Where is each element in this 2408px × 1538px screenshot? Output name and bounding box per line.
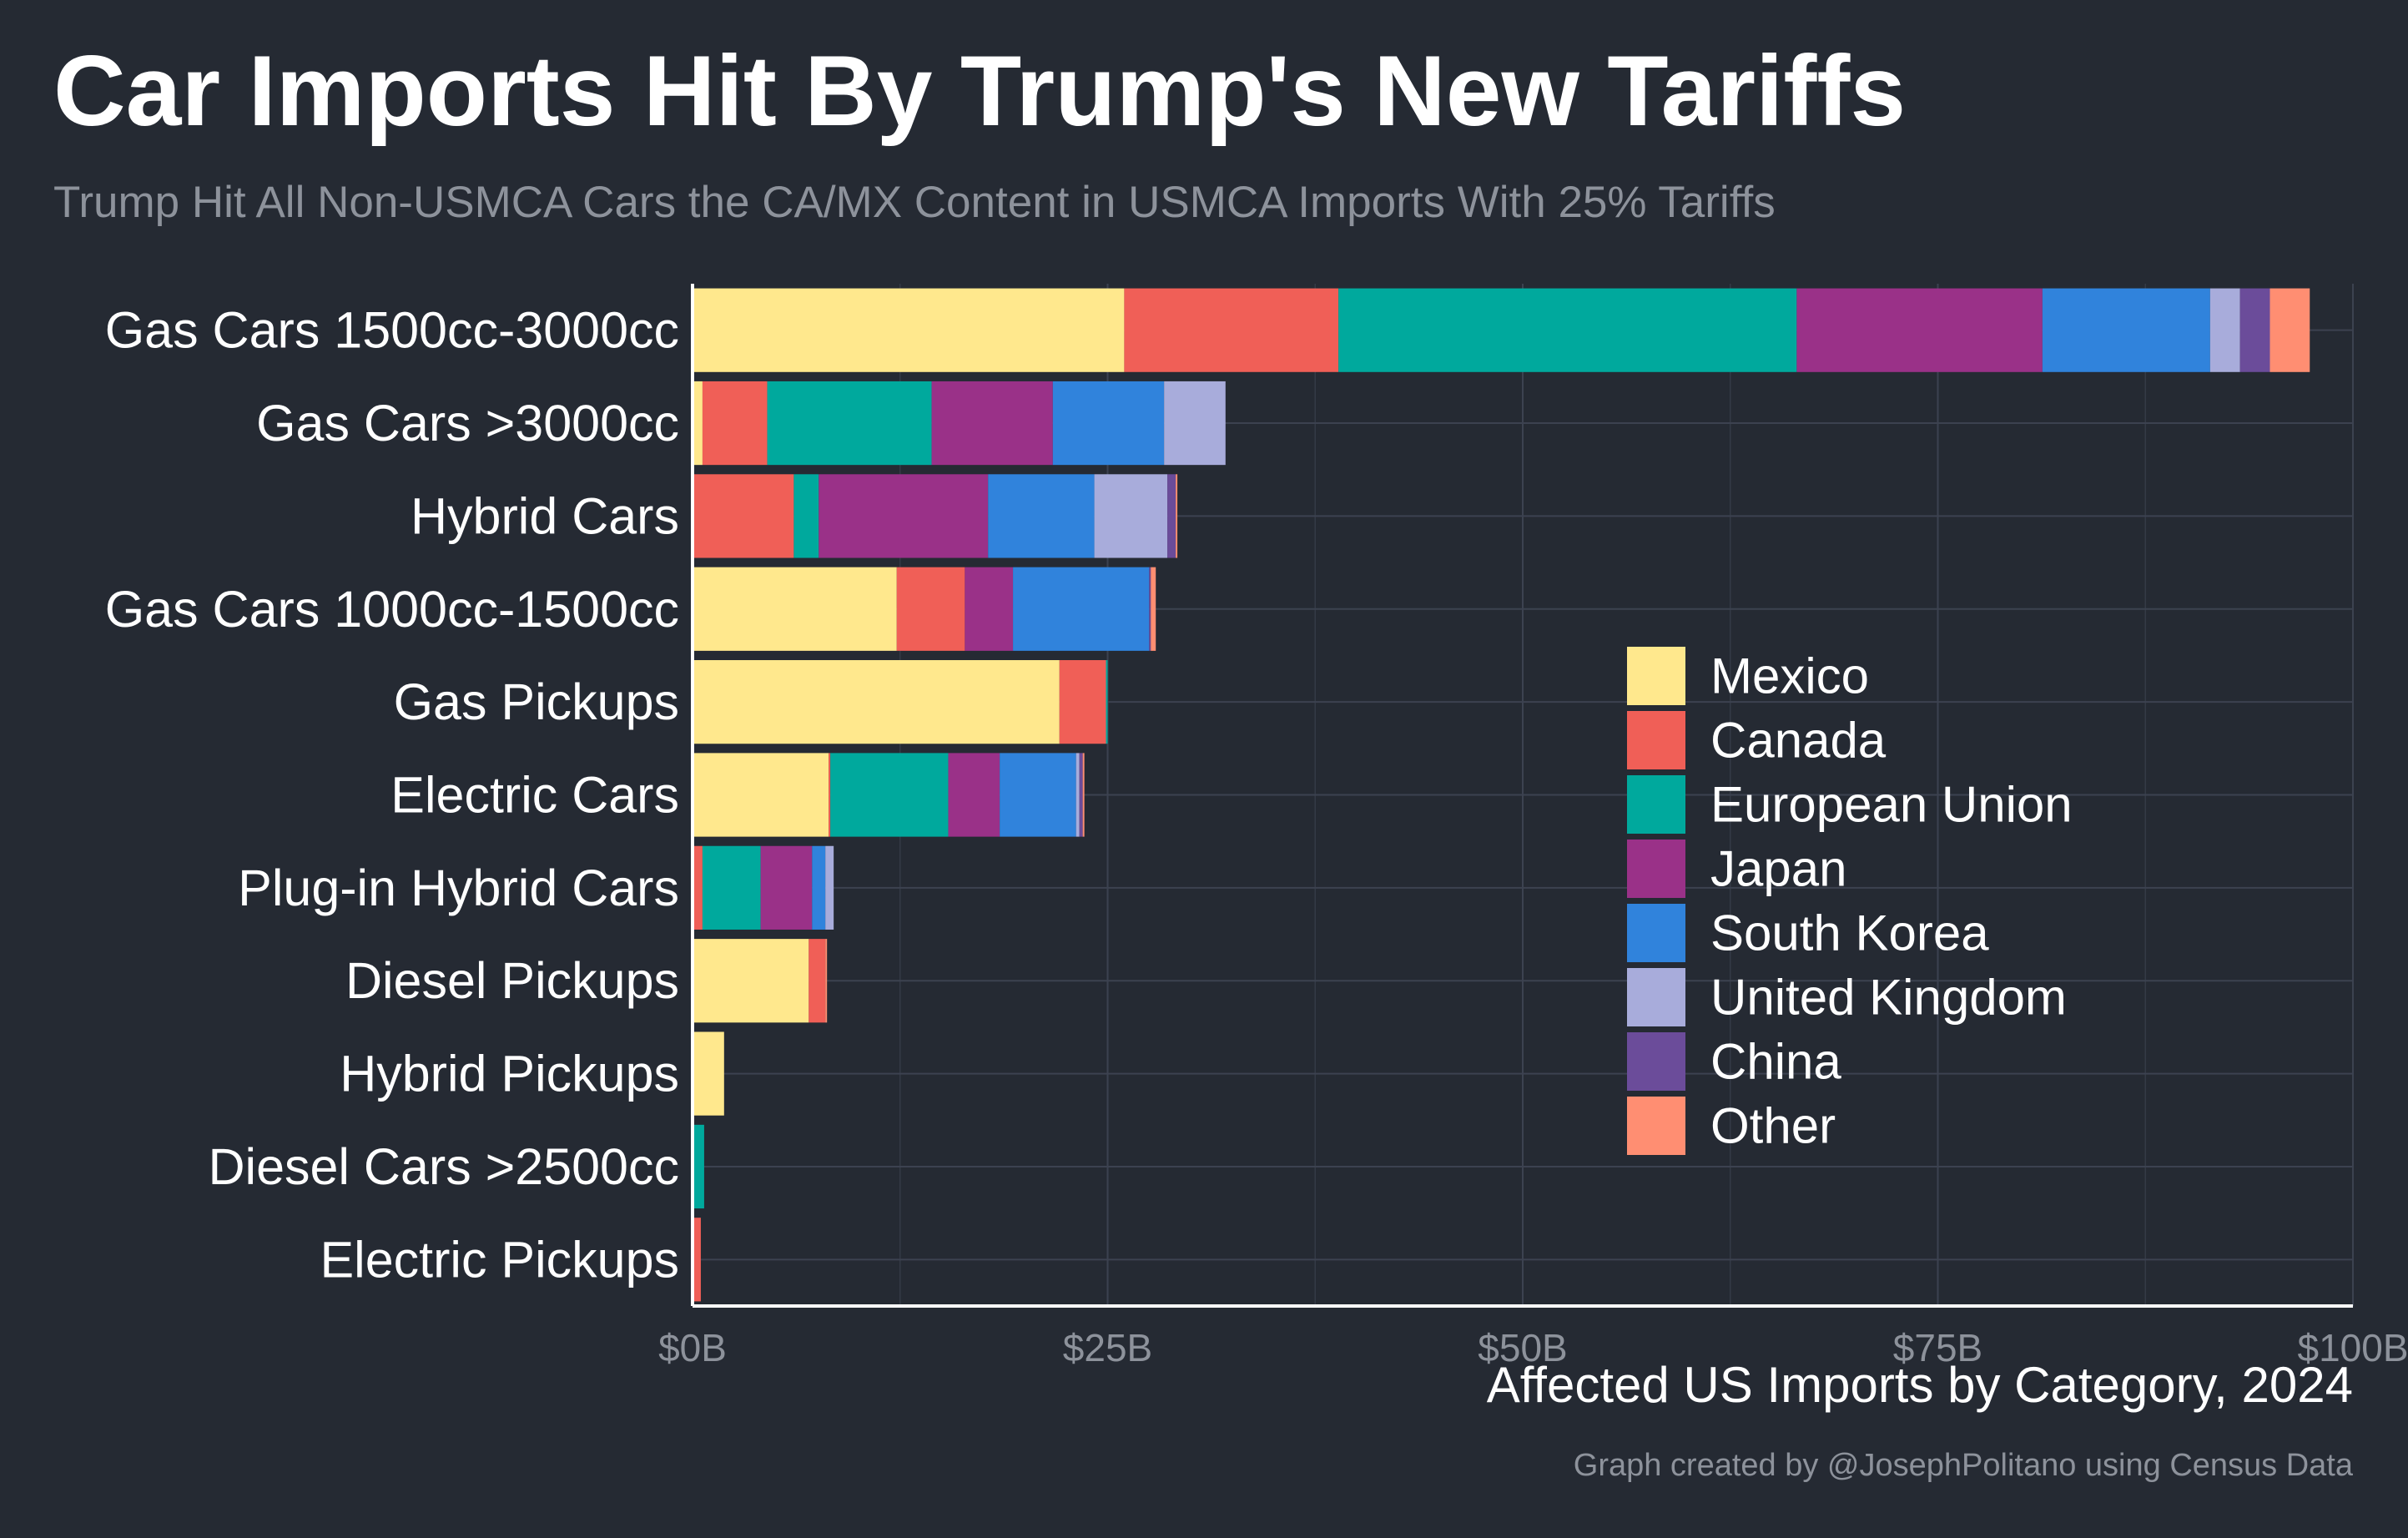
bar-gas-cars-1500cc-3000cc-united-kingdom	[2209, 288, 2240, 372]
bar-plug-in-hybrid-cars-japan	[760, 845, 813, 930]
bar-electric-cars-united-kingdom	[1076, 753, 1080, 837]
bar-plug-in-hybrid-cars-european-union	[702, 845, 761, 930]
legend-label-canada: Canada	[1710, 713, 1887, 769]
legend-swatch-united-kingdom	[1627, 968, 1685, 1026]
x-tick-label: $75B	[1893, 1326, 1982, 1369]
bar-electric-cars-other	[1082, 753, 1085, 837]
bar-gas-cars-1500cc-3000cc-mexico	[693, 288, 1125, 372]
bar-hybrid-cars-european-union	[793, 474, 819, 558]
bar-electric-cars-south-korea	[1000, 753, 1076, 837]
bar-gas-cars-3000cc-south-korea	[1052, 381, 1165, 466]
bar-gas-cars-3000cc-canada	[702, 381, 768, 466]
legend-swatch-european-union	[1627, 775, 1685, 834]
x-tick-label: $0B	[658, 1326, 727, 1369]
bar-gas-cars-1000cc-1500cc-mexico	[693, 567, 897, 651]
legend-swatch-china	[1627, 1032, 1685, 1091]
bar-electric-cars-mexico	[693, 753, 829, 837]
legend-label-japan: Japan	[1710, 841, 1846, 897]
legend-swatch-canada	[1627, 711, 1685, 769]
category-label: Diesel Cars >2500cc	[208, 1138, 679, 1195]
bar-hybrid-cars-united-kingdom	[1094, 474, 1168, 558]
bar-gas-pickups-canada	[1059, 660, 1106, 744]
category-label: Electric Cars	[390, 767, 679, 824]
bar-gas-cars-1000cc-1500cc-other	[1151, 567, 1156, 651]
bar-hybrid-cars-china	[1167, 474, 1176, 558]
bar-hybrid-cars-canada	[693, 474, 794, 558]
bar-plug-in-hybrid-cars-south-korea	[812, 845, 826, 930]
category-label: Diesel Pickups	[345, 952, 679, 1009]
bar-gas-cars-1000cc-1500cc-south-korea	[1013, 567, 1150, 651]
legend-label-mexico: Mexico	[1710, 648, 1869, 704]
x-tick-label: $100B	[2297, 1326, 2408, 1369]
legend-swatch-mexico	[1627, 647, 1685, 705]
bar-gas-cars-3000cc-mexico	[693, 381, 703, 466]
chart-caption: Graph created by @JosephPolitano using C…	[1573, 1448, 2353, 1483]
legend-label-united-kingdom: United Kingdom	[1710, 970, 2067, 1026]
x-tick-label: $50B	[1478, 1326, 1567, 1369]
bar-diesel-pickups-mexico	[693, 939, 809, 1023]
bar-electric-pickups-canada	[693, 1218, 701, 1302]
bar-gas-cars-3000cc-japan	[931, 381, 1053, 466]
bar-gas-pickups-european-union	[1106, 660, 1108, 744]
legend-label-china: China	[1710, 1034, 1841, 1090]
bar-gas-cars-1500cc-3000cc-european-union	[1338, 288, 1797, 372]
bar-electric-cars-european-union	[830, 753, 949, 837]
category-label: Hybrid Cars	[411, 487, 679, 544]
category-label: Plug-in Hybrid Cars	[238, 860, 679, 916]
bar-gas-cars-1500cc-3000cc-canada	[1124, 288, 1339, 372]
bar-diesel-pickups-other	[825, 939, 828, 1023]
legend-swatch-south-korea	[1627, 904, 1685, 962]
x-tick-label: $25B	[1063, 1326, 1152, 1369]
chart-title: Car Imports Hit By Trump's New Tariffs	[53, 35, 1907, 147]
bar-gas-cars-1500cc-3000cc-japan	[1796, 288, 2043, 372]
category-label: Hybrid Pickups	[340, 1046, 679, 1102]
bar-electric-cars-canada	[829, 753, 831, 837]
bar-gas-cars-1500cc-3000cc-south-korea	[2042, 288, 2210, 372]
bar-electric-cars-china	[1079, 753, 1083, 837]
category-label: Gas Pickups	[394, 673, 679, 730]
bar-gas-cars-3000cc-united-kingdom	[1164, 381, 1226, 466]
bar-gas-cars-1000cc-1500cc-china	[1149, 567, 1151, 651]
bar-plug-in-hybrid-cars-united-kingdom	[825, 845, 834, 930]
bar-hybrid-cars-south-korea	[988, 474, 1095, 558]
bar-diesel-cars-2500cc-european-union	[693, 1124, 704, 1209]
bar-hybrid-pickups-mexico	[693, 1031, 724, 1116]
bar-plug-in-hybrid-cars-canada	[693, 845, 703, 930]
bar-gas-cars-1500cc-3000cc-china	[2239, 288, 2270, 372]
legend-label-other: Other	[1710, 1098, 1836, 1154]
category-label: Gas Cars 1000cc-1500cc	[105, 581, 679, 638]
bar-gas-cars-1500cc-3000cc-other	[2269, 288, 2310, 372]
bar-diesel-pickups-canada	[809, 939, 826, 1023]
legend-label-south-korea: South Korea	[1710, 905, 1989, 961]
legend-label-european-union: European Union	[1710, 777, 2073, 833]
legend-swatch-japan	[1627, 840, 1685, 898]
bar-gas-pickups-mexico	[693, 660, 1060, 744]
bar-gas-cars-1000cc-1500cc-canada	[896, 567, 965, 651]
bar-hybrid-cars-japan	[819, 474, 989, 558]
legend-swatch-other	[1627, 1097, 1685, 1155]
bar-hybrid-cars-other	[1176, 474, 1178, 558]
chart-subtitle: Trump Hit All Non-USMCA Cars the CA/MX C…	[53, 178, 1776, 227]
bar-gas-cars-3000cc-european-union	[767, 381, 932, 466]
x-axis-label: Affected US Imports by Category, 2024	[1486, 1357, 2353, 1413]
bar-electric-cars-japan	[948, 753, 1000, 837]
category-label: Electric Pickups	[320, 1231, 679, 1288]
bar-gas-cars-1000cc-1500cc-japan	[965, 567, 1014, 651]
category-label: Gas Cars >3000cc	[256, 395, 679, 451]
category-label: Gas Cars 1500cc-3000cc	[105, 302, 679, 359]
